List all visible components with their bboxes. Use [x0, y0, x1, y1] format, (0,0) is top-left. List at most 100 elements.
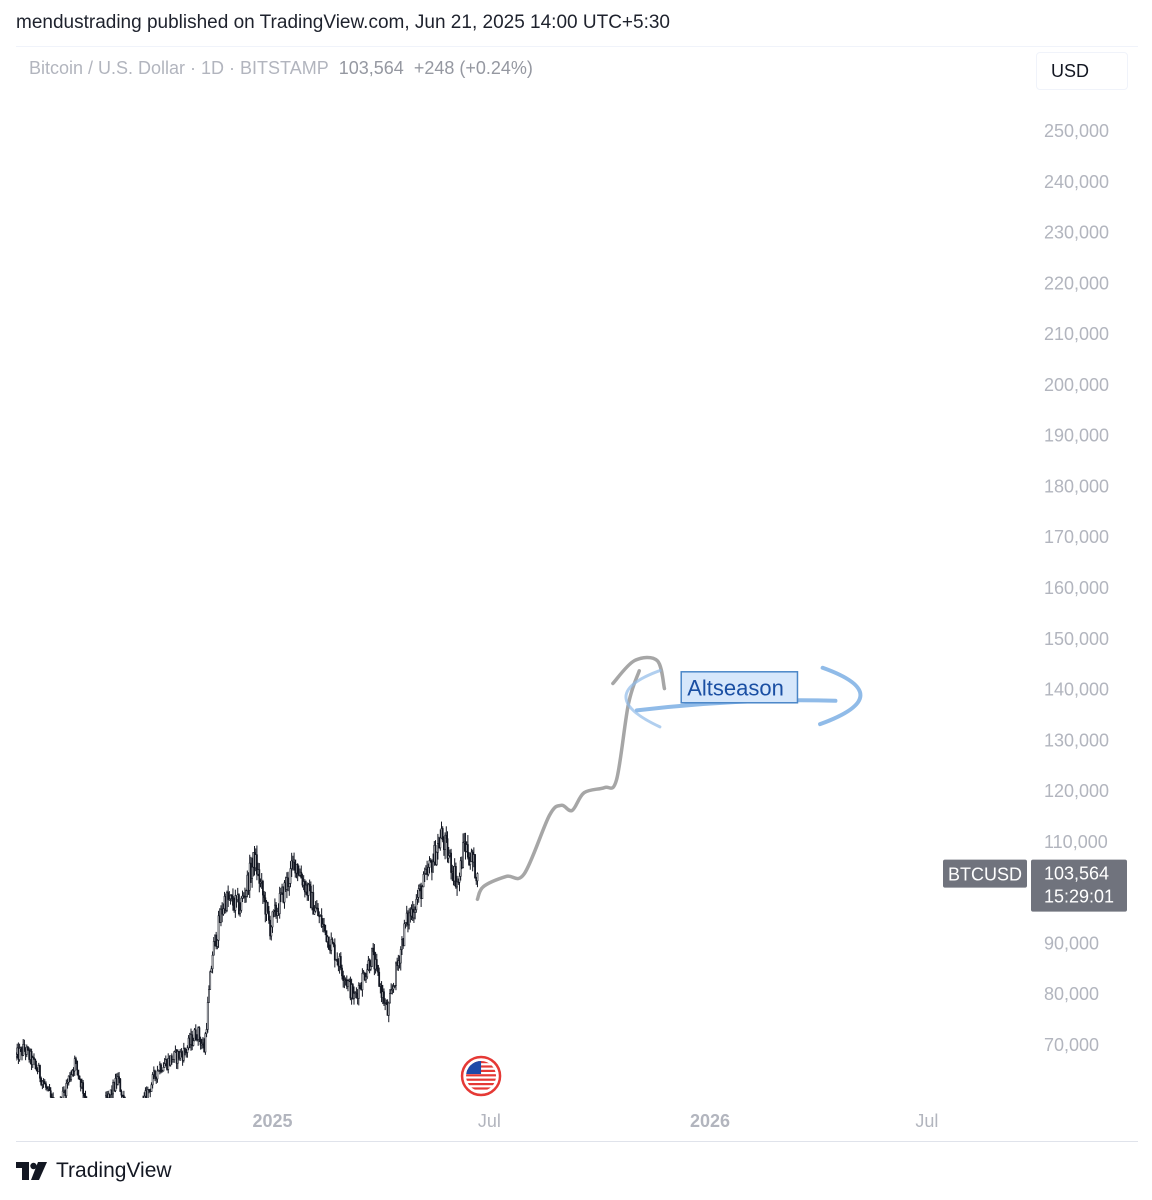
candle-body [385, 1002, 388, 1005]
candle-body [83, 1093, 86, 1097]
symbol-tag-text: BTCUSD [948, 865, 1022, 885]
candle-body [395, 962, 397, 986]
candle-body [270, 926, 273, 937]
candle-body [45, 1083, 47, 1088]
candle-body [138, 1111, 139, 1114]
candle-body [198, 1027, 201, 1040]
candle-body [278, 893, 281, 915]
candle-body [91, 1110, 92, 1115]
candle-body [308, 884, 311, 887]
price-tick-label: 220,000 [1044, 273, 1109, 293]
candle-body [154, 1070, 156, 1078]
candle-body [263, 894, 266, 899]
candle-body [456, 881, 458, 888]
candle-body [60, 1098, 61, 1108]
candle-body [162, 1067, 165, 1072]
candle-body [469, 861, 472, 865]
candle-body [416, 897, 419, 900]
candle-body [369, 966, 372, 970]
ellipse-left-stroke[interactable] [624, 669, 662, 729]
candle-body [413, 912, 415, 919]
candle-body [220, 908, 222, 923]
ellipse-right-stroke[interactable] [818, 665, 863, 727]
currency-button[interactable]: USD [1036, 52, 1128, 90]
us-flag-icon[interactable] [460, 1055, 502, 1097]
candle-body [126, 1108, 127, 1110]
price-axis[interactable]: 250,000 240,000 230,000 220,000 210,000 200,0… [1044, 121, 1109, 1055]
candle-body [392, 986, 395, 990]
candle-body [209, 971, 212, 990]
price-tick-label: 140,000 [1044, 680, 1109, 700]
candle-body [118, 1076, 120, 1080]
candle-body [391, 988, 394, 991]
candle-body [186, 1047, 189, 1053]
candle-body [239, 909, 242, 915]
candle-body [422, 874, 425, 888]
candle-body [139, 1111, 140, 1114]
candle-body [466, 844, 469, 858]
candle-body [262, 880, 264, 896]
candle-body [359, 985, 361, 989]
candle-body [444, 834, 446, 850]
candle-body [474, 854, 476, 879]
candle-body [141, 1104, 142, 1112]
candle-body [129, 1114, 130, 1125]
candle-body [206, 1002, 209, 1030]
candle-body [134, 1117, 135, 1128]
symbol-name[interactable]: Bitcoin / U.S. Dollar · 1D · BITSTAMP [29, 58, 329, 78]
candle-body [399, 949, 402, 964]
candle-body [417, 888, 420, 898]
candle-body [93, 1118, 94, 1125]
candle-body [84, 1095, 87, 1098]
altseason-label-box[interactable] [680, 671, 799, 704]
candle-body [244, 895, 246, 898]
price-tick-label: 180,000 [1044, 476, 1109, 496]
candle-body [199, 1038, 202, 1046]
candle-body [104, 1095, 107, 1098]
candle-body [361, 972, 364, 991]
price-tick-label: 150,000 [1044, 629, 1109, 649]
candle-body [290, 860, 293, 869]
candle-body [380, 984, 383, 998]
candle-body [56, 1105, 57, 1118]
candle-body [279, 892, 282, 895]
candle-body [403, 923, 406, 947]
price-tick-label: 230,000 [1044, 223, 1109, 243]
candle-body [76, 1060, 79, 1071]
candle-body [156, 1070, 159, 1080]
candle-body [54, 1101, 55, 1112]
candle-body [300, 871, 303, 879]
candle-body [307, 884, 310, 896]
candlestick-series [16, 821, 479, 1128]
projection-path[interactable] [475, 669, 642, 902]
candle-body [445, 834, 448, 839]
candle-body [18, 1048, 21, 1060]
candle-body [107, 1093, 110, 1098]
candle-body [73, 1058, 76, 1072]
price-tick-label: 120,000 [1044, 781, 1109, 801]
candle-body [25, 1046, 28, 1055]
bar-countdown: 15:29:01 [1044, 887, 1114, 907]
time-axis[interactable]: 2025 Jul 2026 Jul [252, 1111, 938, 1131]
candle-body [240, 897, 243, 911]
candle-body [383, 991, 385, 1004]
candle-body [377, 964, 379, 973]
candle-body [314, 907, 317, 912]
candle-body [389, 993, 391, 1004]
candle-body [86, 1099, 87, 1104]
projection-arc[interactable] [611, 655, 667, 691]
candle-body [234, 895, 237, 911]
candle-body [136, 1114, 137, 1115]
candle-body [458, 876, 461, 883]
candle-body [371, 947, 373, 967]
publication-header: mendustrading published on TradingView.c… [16, 12, 670, 33]
candle-body [287, 877, 289, 887]
candle-body [49, 1090, 52, 1098]
candle-body [34, 1058, 37, 1066]
candle-body [393, 985, 396, 987]
candle-body [450, 852, 452, 873]
candle-body [327, 936, 330, 950]
candle-body [288, 883, 291, 887]
candle-body [22, 1044, 25, 1056]
